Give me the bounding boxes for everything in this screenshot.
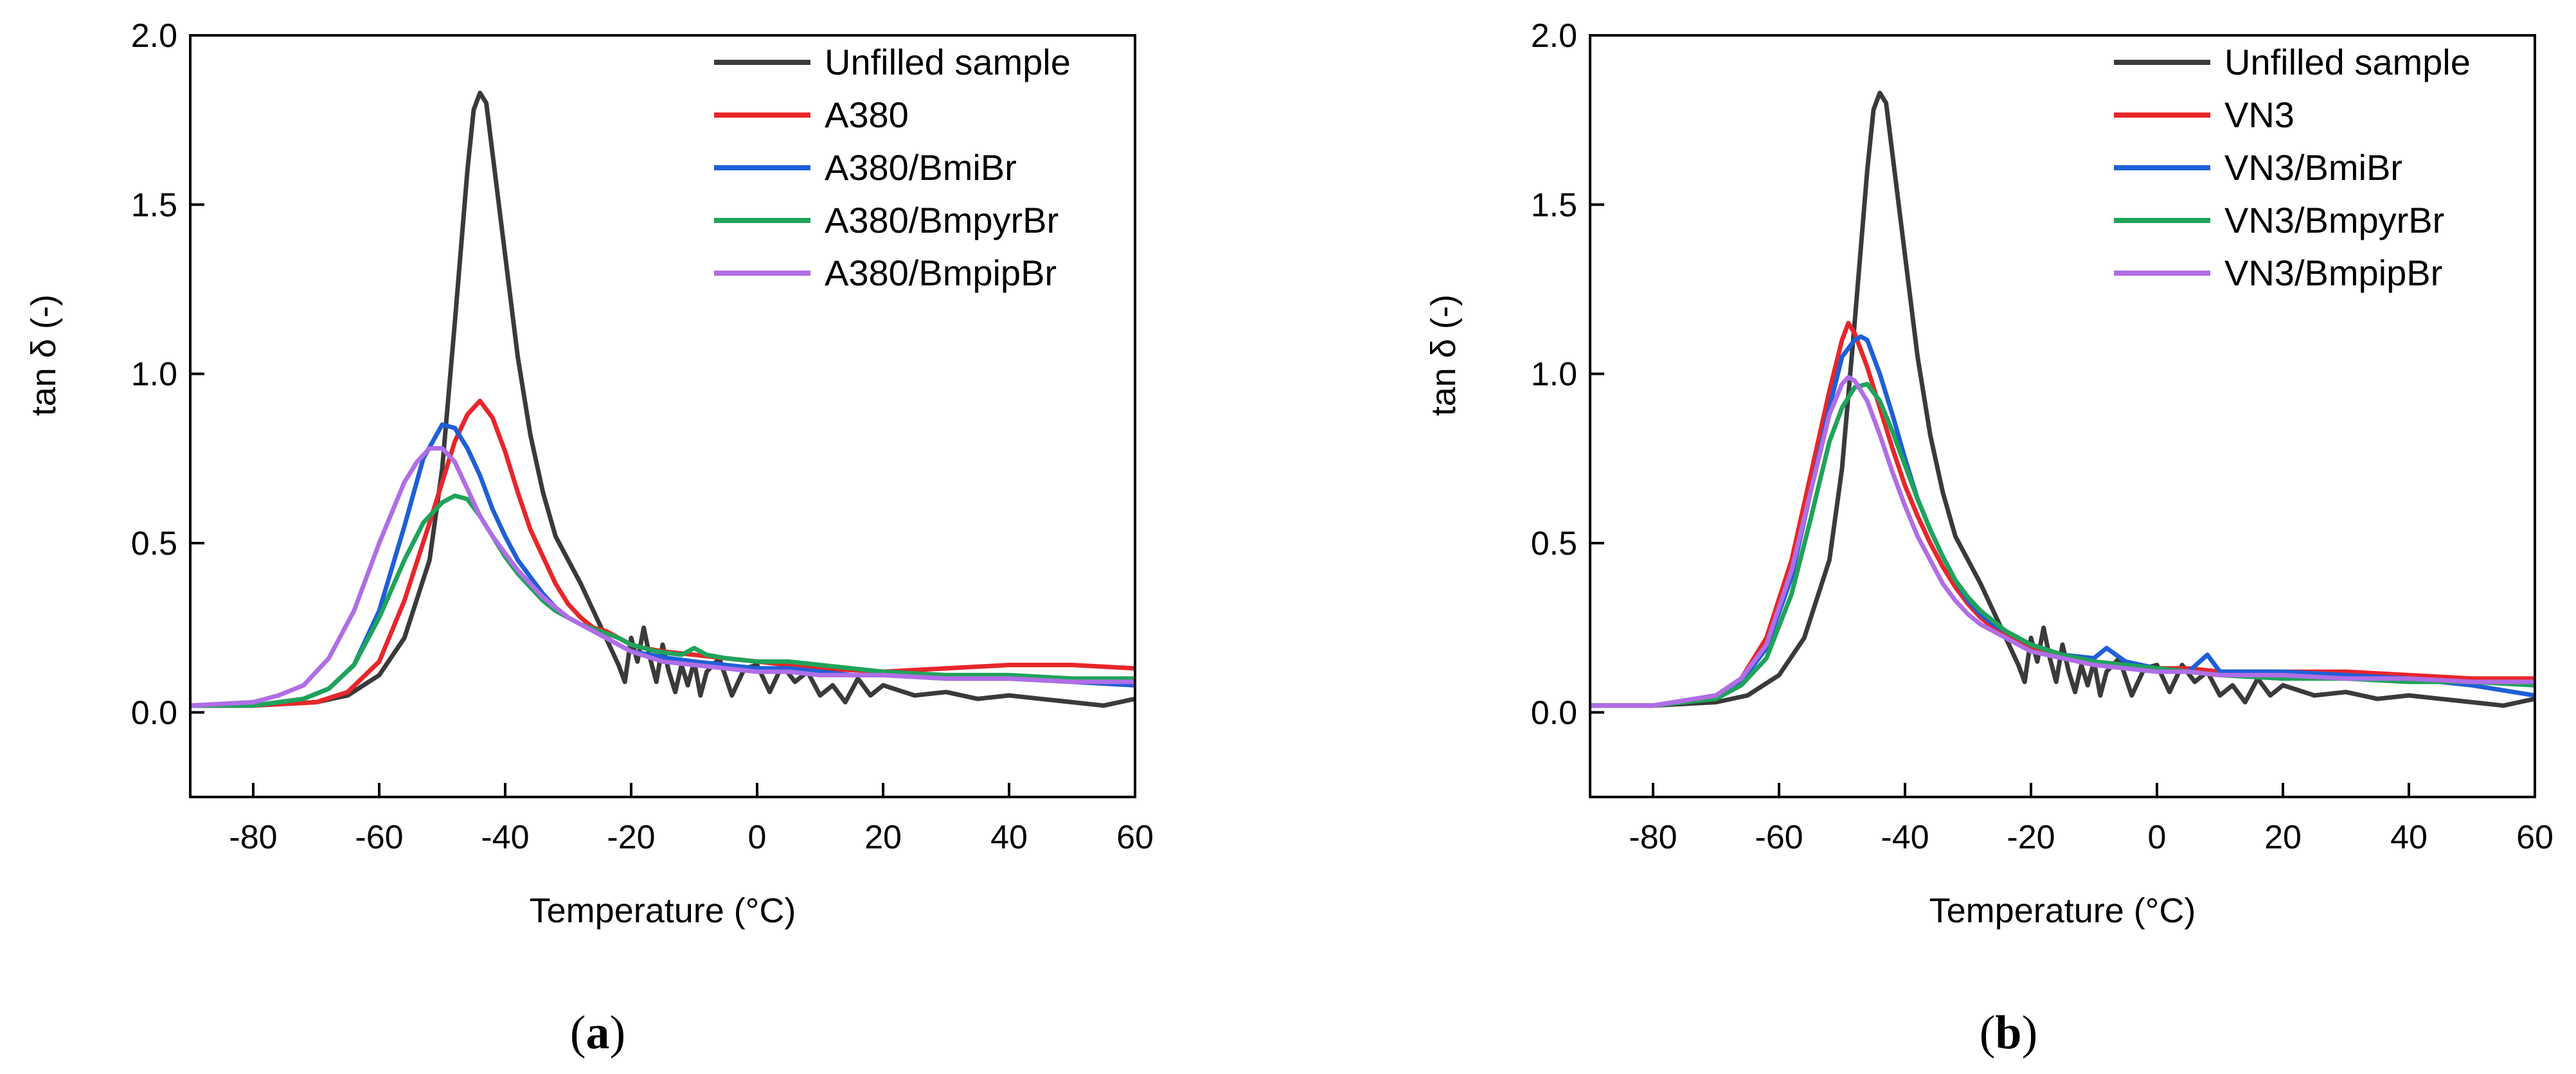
series-line-4 (190, 446, 1135, 708)
panel-b: -80 -60 -40 -20 0 20 40 60 0.0 0.5 1.0 1.5 2.0 Temper… (1424, 17, 2554, 930)
panel-a-letter: a (586, 1007, 610, 1059)
legend-label: VN3/BmiBr (2224, 147, 2402, 188)
y-tick-label: 1.0 (1531, 356, 1577, 393)
y-tick-label: 0.5 (131, 525, 177, 562)
legend-label: VN3/BmpipBr (2224, 253, 2442, 293)
x-tick-label: 40 (990, 819, 1028, 856)
series-group (190, 91, 1135, 708)
x-tick-label: 20 (864, 819, 902, 856)
x-tick-label: -80 (1629, 819, 1677, 856)
y-axis-label: tan δ (-) (1424, 294, 1463, 416)
x-tick-label: 0 (748, 819, 767, 856)
x-axis-label: Temperature (°C) (1929, 891, 2196, 930)
x-tick-label: 40 (2390, 819, 2428, 856)
panel-b-letter: b (1995, 1007, 2022, 1059)
y-tick-label: 1.5 (1531, 186, 1577, 224)
y-tick-label: 0.0 (131, 694, 177, 731)
x-tick-label: 60 (2516, 819, 2554, 856)
panel-b-caption: (b) (1979, 1007, 2038, 1059)
series-line-3 (190, 493, 1135, 708)
plot-frame (1589, 34, 2536, 798)
legend-label: A380 (825, 94, 909, 135)
x-axis-label: Temperature (°C) (530, 891, 796, 930)
x-tick-label: -40 (481, 819, 529, 856)
series-line-4 (1590, 375, 2535, 708)
y-tick-label: 1.0 (131, 356, 177, 393)
panel-a: -80 -60 -40 -20 0 20 40 60 0.0 0.5 1.0 1.5 2.0 Temper… (24, 17, 1154, 930)
legend-label: VN3/BmpyrBr (2224, 200, 2444, 240)
panel-a-caption: (a) (569, 1007, 626, 1059)
series-line-0 (1590, 91, 2535, 708)
x-tick-label: 20 (2264, 819, 2302, 856)
x-tick-label: -20 (2007, 819, 2055, 856)
x-tick-label: -60 (355, 819, 403, 856)
y-tick-label: 2.0 (1531, 17, 1577, 55)
x-tick-label: 60 (1116, 819, 1154, 856)
legend-label: A380/BmpyrBr (825, 200, 1059, 240)
y-tick-label: 0.0 (1531, 694, 1577, 731)
legend-label: A380/BmpipBr (825, 253, 1057, 293)
x-tick-label: -80 (229, 819, 277, 856)
legend-label: Unfilled sample (2224, 42, 2471, 82)
y-tick-label: 0.5 (1531, 525, 1577, 562)
y-tick-label: 2.0 (131, 17, 177, 55)
plot-frame (189, 34, 1136, 798)
series-line-0 (190, 91, 1135, 708)
x-tick-label: -40 (1881, 819, 1929, 856)
y-axis-label: tan δ (-) (24, 294, 63, 416)
series-line-1 (190, 398, 1135, 708)
legend-label: A380/BmiBr (825, 147, 1017, 188)
x-tick-label: -20 (607, 819, 655, 856)
y-tick-label: 1.5 (131, 186, 177, 224)
x-tick-label: -60 (1755, 819, 1803, 856)
legend-label: VN3 (2224, 94, 2294, 135)
series-group (1590, 91, 2535, 708)
x-tick-label: 0 (2148, 819, 2167, 856)
legend-label: Unfilled sample (825, 42, 1071, 82)
